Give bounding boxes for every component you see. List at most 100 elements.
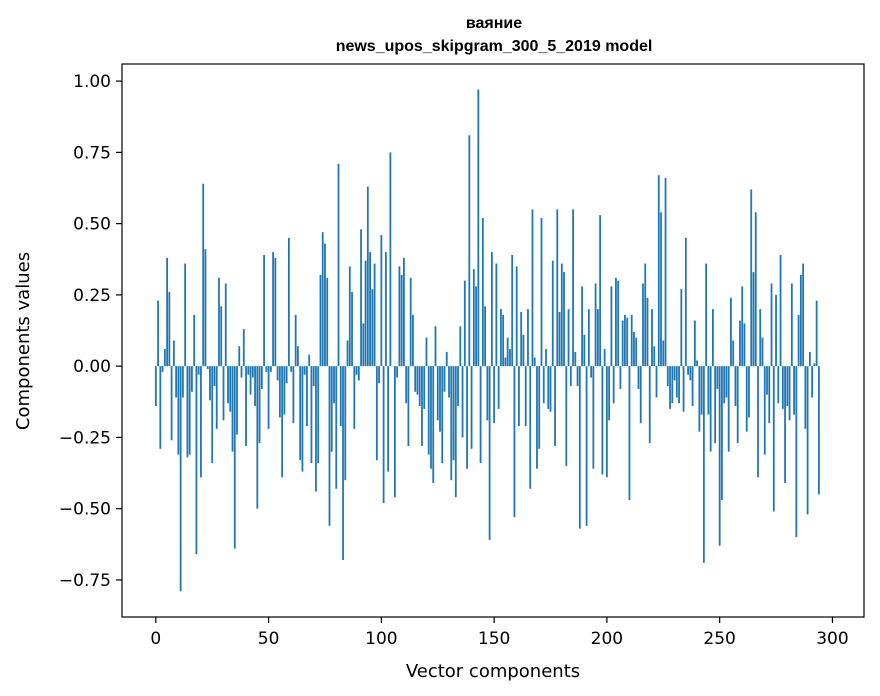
bar-component-154	[502, 314, 505, 367]
bar-component-140	[470, 366, 473, 449]
y-tick-label: 0.00	[73, 357, 111, 377]
bar-component-56	[281, 366, 284, 478]
bar-component-220	[651, 309, 653, 367]
bar-component-69	[310, 366, 313, 464]
bar-component-257	[734, 366, 737, 407]
bar-component-57	[283, 366, 286, 415]
bar-component-255	[730, 297, 732, 367]
bar-component-58	[285, 366, 288, 384]
bar-component-51	[269, 366, 272, 372]
bar-component-122	[430, 366, 432, 469]
bar-component-117	[418, 366, 421, 407]
bar-component-155	[504, 357, 507, 367]
bar-component-37	[238, 346, 241, 367]
bar-component-227	[666, 366, 669, 387]
bar-component-277	[779, 254, 782, 367]
x-tick-label: 250	[703, 629, 735, 649]
bar-component-24	[209, 366, 211, 401]
bar-component-203	[612, 366, 615, 404]
bar-component-180	[560, 263, 563, 367]
bar-component-225	[662, 340, 665, 367]
bar-component-149	[490, 252, 493, 367]
bar-component-125	[436, 366, 439, 421]
bar-component-145	[481, 217, 484, 367]
bar-component-94	[366, 186, 369, 367]
bar-component-273	[770, 283, 773, 367]
bar-component-109	[400, 274, 403, 367]
bar-component-164	[524, 366, 527, 427]
bar-component-242	[700, 366, 703, 415]
bar-component-96	[371, 289, 374, 367]
bar-component-103	[387, 366, 390, 472]
bar-component-189	[581, 286, 583, 367]
bar-component-151	[495, 263, 498, 367]
bar-component-23	[206, 366, 209, 369]
bar-component-142	[475, 286, 477, 367]
bar-component-204	[615, 277, 617, 367]
bar-component-182	[565, 366, 568, 466]
bar-component-196	[596, 309, 599, 367]
bar-component-64	[299, 366, 302, 461]
bar-component-131	[450, 366, 453, 481]
bar-component-13	[184, 263, 187, 367]
bar-component-270	[763, 366, 766, 455]
bar-component-253	[725, 366, 728, 398]
bar-component-252	[723, 366, 726, 404]
bar-component-291	[811, 366, 814, 398]
y-tick-label: 1.00	[73, 72, 111, 92]
bar-component-261	[743, 323, 746, 367]
bar-component-157	[509, 349, 511, 367]
x-tick-label: 0	[150, 629, 161, 649]
bar-component-272	[768, 366, 771, 424]
bar-component-236	[687, 366, 689, 375]
bar-component-247	[711, 309, 714, 367]
bar-component-191	[585, 366, 588, 526]
bar-component-190	[583, 334, 586, 367]
bar-component-113	[409, 277, 412, 367]
bar-component-141	[472, 269, 475, 367]
bar-component-139	[468, 135, 471, 367]
bar-component-214	[637, 366, 640, 389]
bar-component-249	[716, 366, 719, 389]
bar-component-31	[224, 283, 227, 367]
bar-component-127	[441, 366, 444, 464]
bar-component-184	[569, 366, 572, 387]
bar-component-230	[673, 366, 676, 381]
bar-component-0	[154, 366, 157, 407]
bar-component-88	[353, 366, 356, 429]
bar-component-213	[635, 337, 638, 367]
bar-component-49	[265, 366, 268, 372]
x-tick-label: 100	[365, 629, 397, 649]
bar-component-77	[328, 366, 331, 526]
bar-component-202	[610, 286, 613, 367]
bar-component-181	[563, 272, 565, 367]
bar-component-12	[181, 366, 184, 398]
bar-component-10	[177, 366, 180, 455]
x-axis-label: Vector components	[406, 661, 580, 682]
x-tick-label: 50	[258, 629, 280, 649]
bar-component-132	[452, 366, 455, 461]
bar-component-67	[306, 366, 308, 427]
bar-component-115	[414, 366, 417, 392]
bar-component-208	[624, 314, 626, 367]
x-tick-label: 150	[478, 629, 510, 649]
bar-component-179	[558, 311, 561, 367]
bar-component-267	[757, 366, 759, 478]
chart-title: ваяние	[466, 15, 522, 32]
bar-component-95	[369, 252, 371, 367]
bar-component-224	[660, 212, 662, 367]
bar-component-99	[378, 366, 380, 384]
bar-component-266	[754, 212, 757, 367]
bar-component-263	[748, 366, 750, 418]
bar-component-197	[599, 215, 602, 367]
bar-component-17	[193, 314, 196, 367]
bar-component-25	[211, 366, 214, 464]
bar-component-156	[506, 337, 509, 367]
bar-component-281	[788, 366, 791, 421]
bar-component-259	[739, 320, 741, 367]
bar-component-38	[240, 366, 243, 378]
bar-component-239	[693, 320, 696, 367]
bar-component-48	[263, 254, 265, 367]
